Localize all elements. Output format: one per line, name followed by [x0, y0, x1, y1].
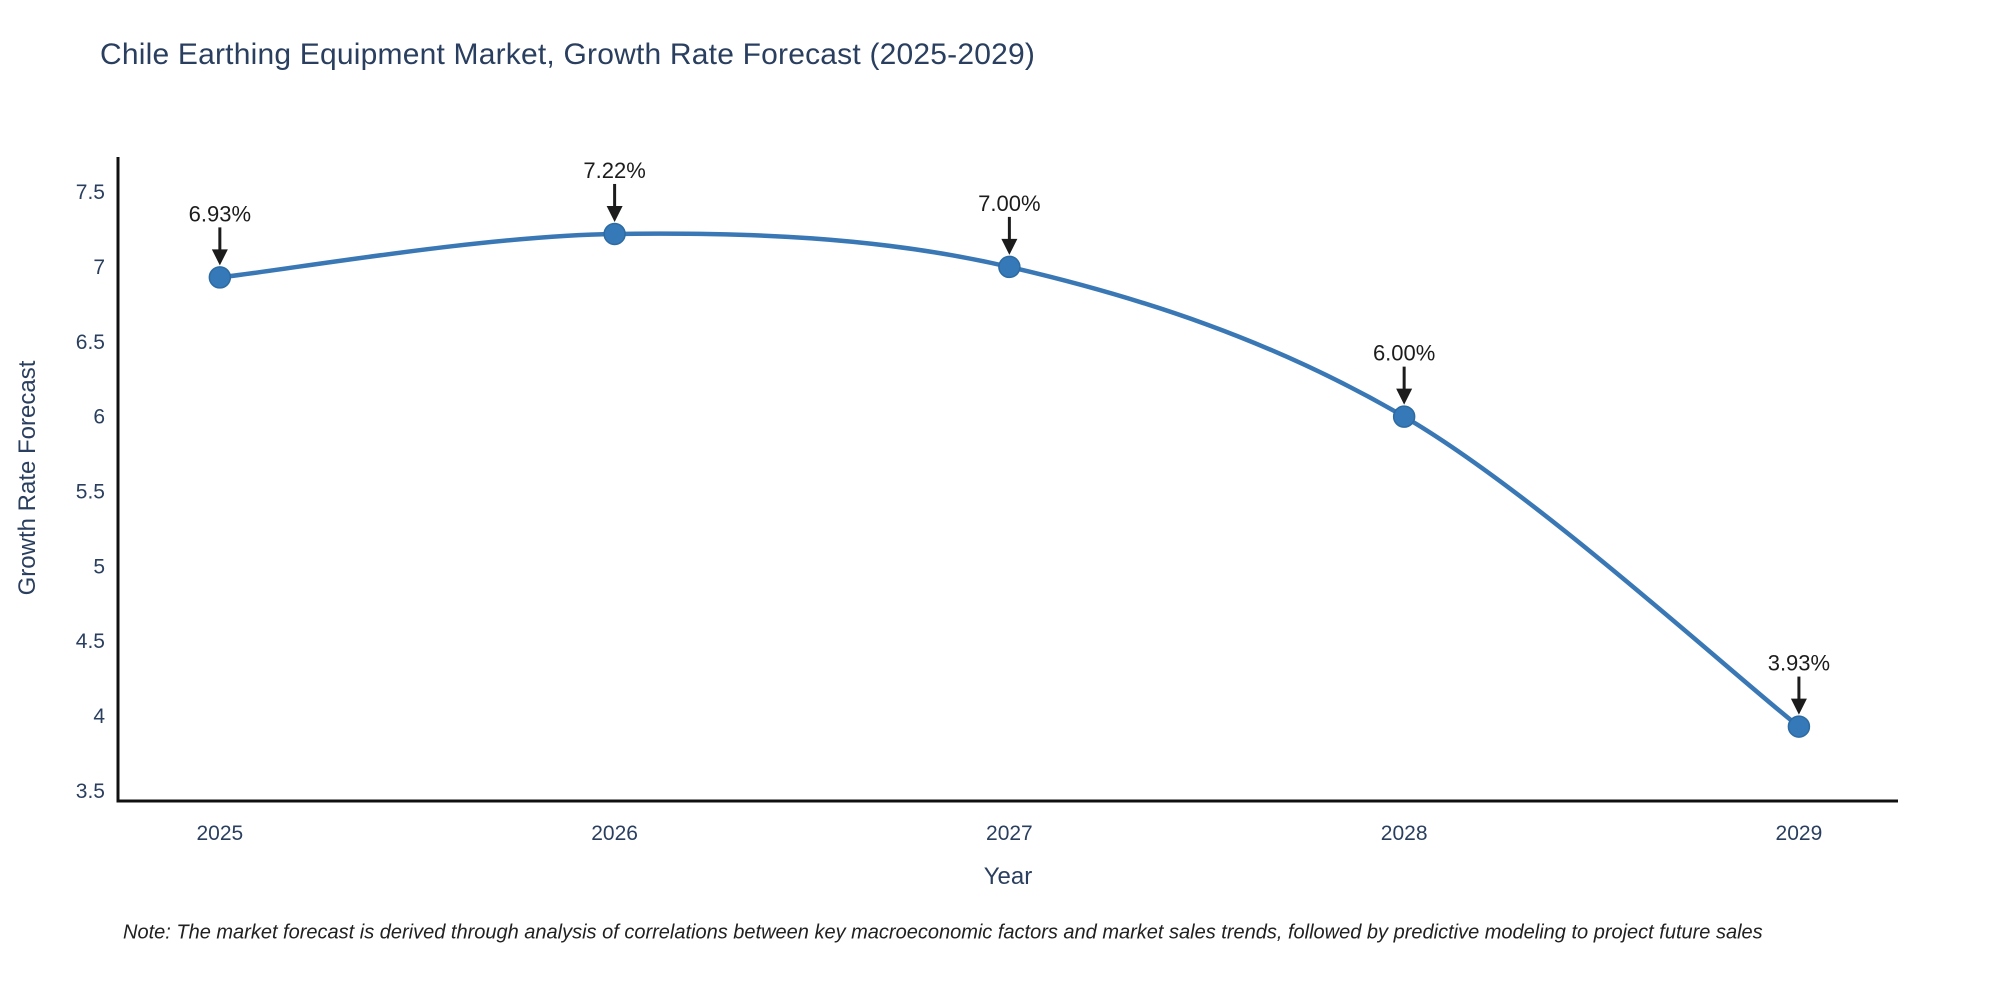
data-point-marker[interactable]: [1392, 405, 1416, 428]
annotation-arrowhead: [1790, 698, 1807, 715]
x-tick-label: 2026: [591, 822, 638, 845]
annotation-label: 3.93%: [1768, 651, 1830, 676]
y-tick-label: 5: [93, 555, 105, 578]
x-tick-label: 2029: [1776, 822, 1823, 845]
data-point-marker[interactable]: [603, 222, 626, 246]
y-tick-label: 6: [93, 406, 105, 429]
annotation-label: 6.00%: [1373, 341, 1435, 366]
y-tick-label: 3.5: [76, 780, 105, 803]
x-axis-title: Year: [983, 863, 1033, 890]
annotation-arrowhead: [1001, 238, 1018, 255]
line-series: [217, 231, 1802, 729]
annotation-label: 7.00%: [978, 191, 1040, 216]
x-tick-label: 2025: [196, 822, 243, 845]
annotation-label: 7.22%: [583, 158, 645, 183]
annotation-label: 6.93%: [189, 201, 251, 226]
footnote: Note: The market forecast is derived thr…: [123, 921, 1763, 944]
chart-title: Chile Earthing Equipment Market, Growth …: [100, 38, 1036, 71]
y-tick-label: 7: [93, 256, 105, 279]
y-tick-label: 6.5: [76, 331, 105, 354]
annotation-arrowhead: [1396, 388, 1413, 405]
annotation-arrowhead: [211, 249, 228, 266]
data-point-marker[interactable]: [998, 255, 1021, 279]
annotation-arrowhead: [606, 205, 623, 222]
data-point-marker[interactable]: [1787, 715, 1811, 738]
y-tick-label: 4: [93, 705, 105, 728]
y-axis-title: Growth Rate Forecast: [14, 360, 41, 596]
data-point-marker[interactable]: [208, 266, 232, 289]
y-tick-label: 7.5: [76, 181, 105, 204]
x-tick-label: 2028: [1381, 822, 1428, 845]
x-tick-label: 2027: [986, 822, 1033, 845]
y-tick-label: 5.5: [76, 481, 105, 504]
y-tick-label: 4.5: [76, 630, 105, 653]
